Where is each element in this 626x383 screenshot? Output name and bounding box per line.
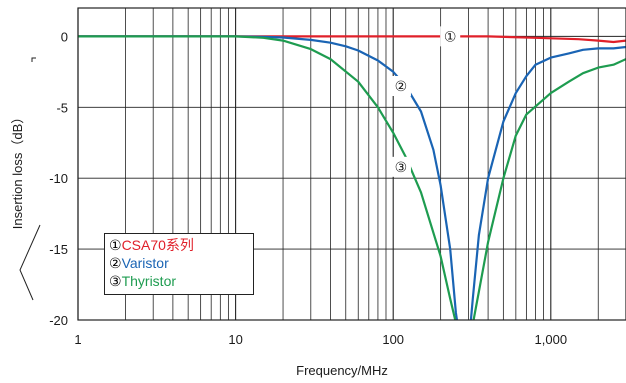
- annotation-background: [390, 156, 411, 177]
- legend-entry-csa70: ①CSA70系列: [109, 236, 249, 254]
- y-tick-label: -10: [49, 171, 68, 186]
- annotation-background: [390, 76, 411, 96]
- legend: ①CSA70系列 ②Varistor ③Thyristor: [104, 233, 254, 295]
- legend-marker: ①: [109, 237, 122, 253]
- legend-label: CSA70系列: [121, 237, 194, 253]
- series-lines: [78, 35, 626, 320]
- y-tick-label: -15: [49, 242, 68, 257]
- x-tick-label: 1: [74, 332, 81, 347]
- legend-marker: ③: [109, 273, 122, 289]
- legend-label: Thyristor: [121, 273, 177, 289]
- curve-annotation-label: ②: [395, 78, 408, 94]
- series-line-thyristor: [78, 35, 626, 320]
- legend-marker: ②: [109, 255, 122, 271]
- annotation-background: [440, 26, 461, 47]
- y-axis-ticks: 0 -5 -10 -15 -20: [49, 29, 68, 328]
- curve-annotation-label: ①: [444, 28, 457, 44]
- legend-entry-varistor: ②Varistor: [109, 254, 249, 272]
- grid-lines: [77, 8, 626, 321]
- x-tick-label: 10: [228, 332, 242, 347]
- x-tick-label: 1,000: [535, 332, 568, 347]
- curve-annotations: ① ② ③: [390, 26, 461, 177]
- legend-label: Varistor: [121, 255, 169, 271]
- axis-label-bracket: [19, 57, 41, 301]
- series-line-varistor: [78, 35, 626, 320]
- y-tick-label: -20: [49, 313, 68, 328]
- x-tick-label: 100: [382, 332, 404, 347]
- y-axis-label: Insertion loss（dB）: [10, 111, 25, 230]
- x-axis-label: Frequency/MHz: [296, 363, 388, 378]
- y-tick-label: 0: [61, 29, 68, 44]
- y-tick-label: -5: [56, 100, 68, 115]
- series-line-csa70: [78, 35, 626, 44]
- x-axis-ticks: 1 10 100 1,000: [74, 332, 567, 347]
- legend-entry-thyristor: ③Thyristor: [109, 272, 249, 290]
- plot-frame: [77, 7, 626, 321]
- curve-annotation-label: ③: [395, 159, 408, 175]
